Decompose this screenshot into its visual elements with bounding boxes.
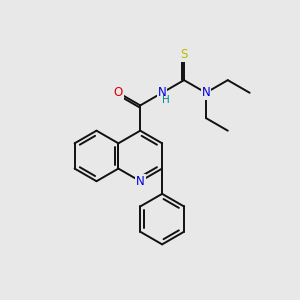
Text: O: O	[114, 86, 123, 99]
Text: N: N	[158, 86, 167, 99]
Text: H: H	[162, 95, 170, 105]
Text: N: N	[136, 175, 145, 188]
Text: S: S	[180, 48, 188, 62]
Text: N: N	[202, 86, 210, 99]
